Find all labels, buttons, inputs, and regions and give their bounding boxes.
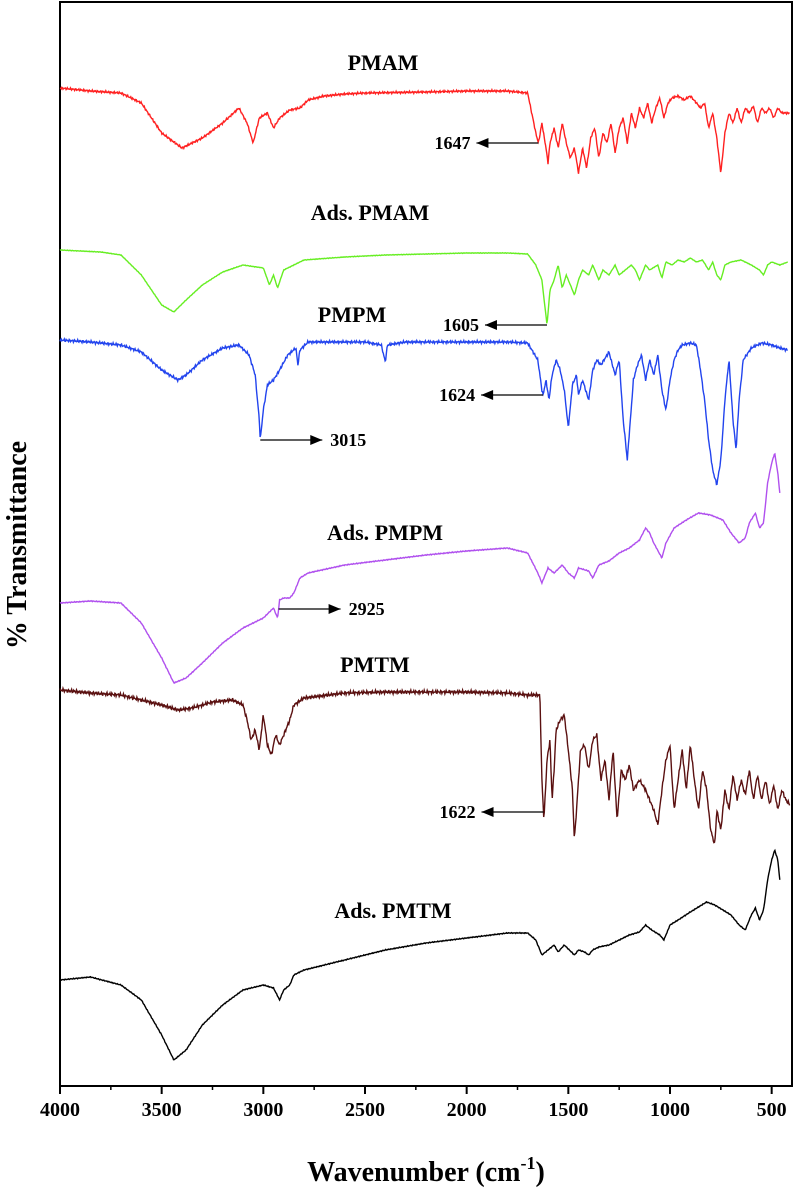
series-line-ads-pmpm <box>59 452 781 684</box>
plot-frame <box>59 1 793 1087</box>
series-line-pmpm <box>59 337 789 486</box>
series-label-pmtm: PMTM <box>340 652 410 677</box>
annotation-arrow-head <box>476 138 489 148</box>
annotation-arrow-head <box>481 807 494 817</box>
annotation-label: 1605 <box>443 315 479 335</box>
x-tick-label: 1500 <box>548 1099 588 1121</box>
x-axis-title: Wavenumber (cm-1) <box>307 1153 545 1188</box>
annotation-2925: 2925 <box>278 599 385 619</box>
series-layer <box>59 86 791 1061</box>
annotation-arrow-head <box>481 390 494 400</box>
series-line-ads-pmtm <box>59 848 781 1061</box>
series-label-layer: PMAM Ads. PMAM PMPM Ads. PMPM PMTM Ads. PMTM <box>311 50 452 923</box>
x-tick-label: 2500 <box>345 1099 385 1121</box>
annotation-1647: 1647 <box>434 133 539 153</box>
annotation-label: 1622 <box>440 802 476 822</box>
annotation-label: 1647 <box>434 133 470 153</box>
annotation-arrow-head <box>484 320 497 330</box>
x-tick-label: 2000 <box>447 1099 487 1121</box>
series-line-pmam <box>59 86 790 174</box>
x-axis-title-tail: ) <box>536 1157 545 1188</box>
annotation-arrow-head <box>328 604 341 614</box>
annotation-1622: 1622 <box>440 802 544 822</box>
series-label-pmpm: PMPM <box>318 302 387 327</box>
annotation-label: 1624 <box>439 385 475 405</box>
y-axis-title: % Transmittance <box>2 441 33 649</box>
annotation-layer: 1647 1605 1624 3015 2925 1622 <box>260 133 547 822</box>
annotation-label: 2925 <box>349 599 385 619</box>
series-label-ads-pmpm: Ads. PMPM <box>327 520 443 545</box>
x-tick-label: 4000 <box>40 1099 80 1121</box>
annotation-3015: 3015 <box>260 430 366 450</box>
series-line-ads-pmam <box>59 249 789 324</box>
annotation-1624: 1624 <box>439 385 544 405</box>
x-tick-label: 500 <box>757 1099 787 1121</box>
x-tick-label: 3000 <box>243 1099 283 1121</box>
annotation-1605: 1605 <box>443 315 547 335</box>
x-axis-title-sup: -1 <box>521 1153 536 1173</box>
x-tick-label: 1000 <box>650 1099 690 1121</box>
x-tick-label: 3500 <box>142 1099 182 1121</box>
annotation-arrow-head <box>310 435 323 445</box>
series-line-pmtm <box>59 685 791 844</box>
x-tick-layer: 4000 3500 3000 2500 2000 1500 1000 500 <box>40 1086 787 1121</box>
series-label-ads-pmtm: Ads. PMTM <box>334 898 452 923</box>
series-label-ads-pmam: Ads. PMAM <box>311 200 430 225</box>
x-axis-title-main: Wavenumber (cm <box>307 1157 520 1188</box>
series-label-pmam: PMAM <box>348 50 419 75</box>
annotation-label: 3015 <box>330 430 366 450</box>
